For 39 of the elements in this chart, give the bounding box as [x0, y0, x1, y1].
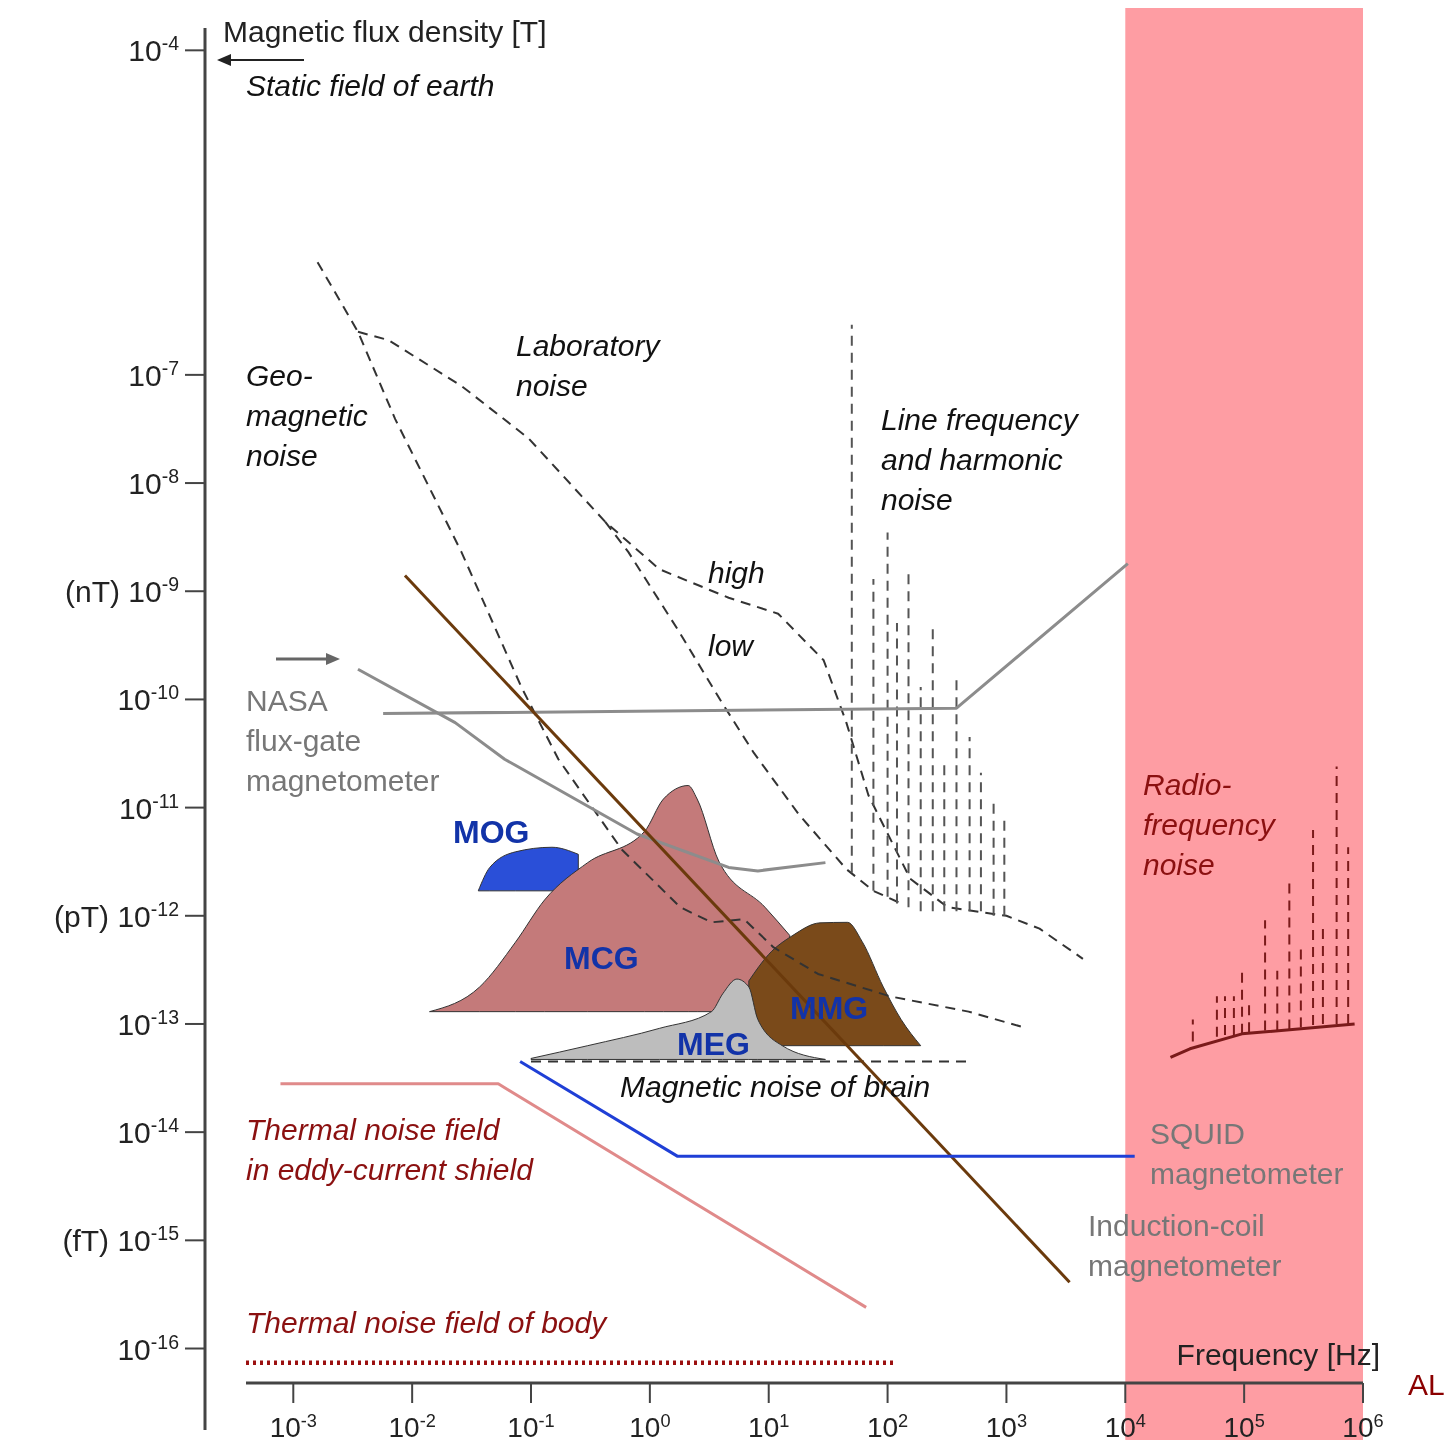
y-axis-title: Magnetic flux density [T] — [223, 15, 547, 48]
annotation: Thermal noise field of body — [246, 1306, 609, 1339]
y-tick-label: (fT) 10$^{-15}$ — [62, 1222, 180, 1258]
annotation: MEG — [677, 1026, 750, 1062]
annotation: MCG — [564, 940, 639, 976]
y-tick-label: (pT) 10$^{-12}$ — [54, 897, 179, 933]
y-tick-label: 10$^{-10}$ — [117, 681, 180, 717]
annotation: SQUID magnetometer — [1150, 1117, 1344, 1190]
x-tick-label: 10$^{4}$ — [1104, 1411, 1146, 1440]
x-tick-label: 10$^{-3}$ — [269, 1411, 317, 1440]
y-tick-label: 10$^{-8}$ — [128, 465, 179, 501]
y-tick-label: 10$^{-14}$ — [117, 1114, 180, 1150]
x-tick-label: 10$^{-1}$ — [507, 1411, 555, 1440]
x-tick-label: 10$^{-2}$ — [388, 1411, 436, 1440]
y-tick-label: 10$^{-7}$ — [128, 356, 179, 392]
y-tick-label: 10$^{-13}$ — [117, 1005, 179, 1041]
annotation: Geo- magnetic noise — [246, 359, 368, 472]
x-tick-label: 10$^{5}$ — [1223, 1411, 1265, 1440]
y-tick-label: (nT) 10$^{-9}$ — [64, 573, 179, 609]
annotation: NASA flux-gate magnetometer — [246, 684, 440, 797]
x-tick-label: 10$^{2}$ — [866, 1411, 909, 1440]
annotation: low — [708, 629, 756, 662]
y-tick-label: 10$^{-11}$ — [118, 789, 179, 825]
annotation: MMG — [790, 990, 869, 1026]
annotation: MOG — [453, 814, 530, 850]
x-tick-label: 10$^{1}$ — [748, 1411, 790, 1440]
y-tick-label: 10$^{-4}$ — [128, 32, 180, 68]
annotation: high — [708, 556, 765, 589]
text: AL — [1408, 1368, 1445, 1401]
annotation: Radio- frequency noise — [1143, 768, 1277, 881]
annotation: Static field of earth — [246, 69, 495, 102]
y-tick-label: 10$^{-16}$ — [117, 1330, 179, 1366]
x-axis-title: Frequency [Hz] — [1176, 1338, 1380, 1371]
x-tick-label: 10$^{3}$ — [985, 1411, 1028, 1440]
x-tick-label: 10$^{0}$ — [629, 1411, 671, 1440]
annotation: Laboratory noise — [516, 329, 662, 402]
annotation: Thermal noise field in eddy-current shield — [246, 1113, 535, 1186]
annotation: Line frequency and harmonic noise — [881, 403, 1080, 516]
x-tick-label: 10$^{6}$ — [1342, 1411, 1384, 1440]
